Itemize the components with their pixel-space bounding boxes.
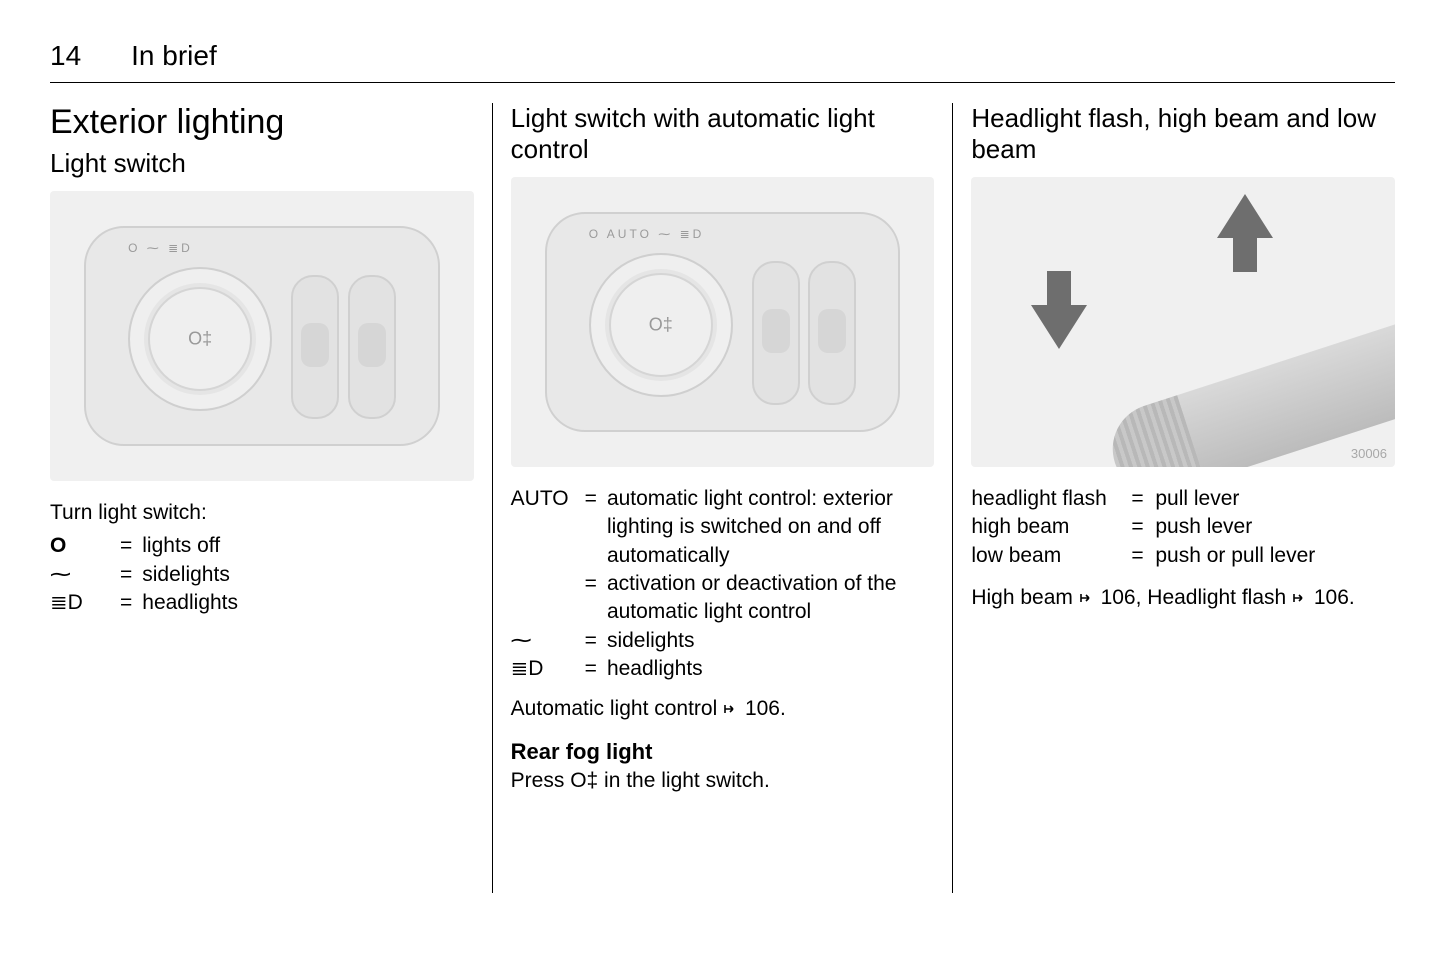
- def-val: headlights: [142, 589, 473, 617]
- lever-table: headlight flash = pull lever high beam =…: [971, 485, 1395, 570]
- columns: Exterior lighting Light switch O ⁓ ≣D O‡…: [50, 103, 1395, 893]
- definition-list: AUTO = automatic light control: exterior…: [511, 485, 935, 683]
- row-val: pull lever: [1155, 485, 1239, 513]
- row-eq: =: [1131, 485, 1155, 513]
- xref-arrow-icon: [1292, 584, 1308, 611]
- def-val: automatic light control: exterior lighti…: [607, 485, 934, 570]
- slider-2-icon: [808, 261, 856, 405]
- figure-lever: 30006: [971, 177, 1395, 467]
- row-eq: =: [1131, 513, 1155, 541]
- down-arrow-icon: [1031, 305, 1087, 349]
- table-row: headlight flash = pull lever: [971, 485, 1395, 513]
- slider-2-icon: [348, 275, 396, 419]
- slider-1-icon: [752, 261, 800, 405]
- def-row: ⁓ = sidelights: [511, 627, 935, 655]
- def-eq: =: [585, 485, 597, 513]
- def-row: ≣D = headlights: [511, 655, 935, 683]
- xref-page: 106.: [739, 697, 786, 720]
- def-row: ≣D = headlights: [50, 589, 474, 617]
- def-val: sidelights: [142, 561, 473, 589]
- light-dial-icon: O‡: [589, 253, 733, 397]
- page-number: 14: [50, 40, 81, 72]
- table-row: high beam = push lever: [971, 513, 1395, 541]
- up-arrow-icon: [1217, 194, 1273, 238]
- lever-tip-icon: [1101, 395, 1205, 467]
- rear-fog-text: Press O‡ in the light switch.: [511, 767, 935, 794]
- row-key: headlight flash: [971, 485, 1131, 513]
- dial-marks: O ⁓ ≣D: [128, 241, 308, 255]
- rear-fog-b: in the light switch.: [598, 769, 770, 792]
- def-row: = activation or deactivation of the auto…: [511, 570, 935, 627]
- rear-fog-a: Press: [511, 769, 571, 792]
- slider-1-icon: [291, 275, 339, 419]
- h2-auto-light: Light switch with automatic light contro…: [511, 103, 935, 165]
- xref-text: Automatic light control: [511, 697, 723, 720]
- column-3: Headlight flash, high beam and low beam …: [952, 103, 1395, 893]
- sidelights-icon: ⁓: [511, 627, 575, 655]
- manual-page: 14 In brief Exterior lighting Light swit…: [0, 0, 1445, 965]
- def-eq: =: [585, 570, 597, 598]
- def-row: AUTO = automatic light control: exterior…: [511, 485, 935, 570]
- h3-rear-fog: Rear fog light: [511, 739, 935, 765]
- dial-center-icon: O‡: [188, 328, 212, 349]
- light-dial-icon: O‡: [128, 267, 272, 411]
- sidelights-icon: ⁓: [50, 561, 110, 589]
- def-val: activation or deactivation of the automa…: [607, 570, 934, 627]
- h2-light-switch: Light switch: [50, 148, 474, 179]
- switch-panel: O ⁓ ≣D O‡: [84, 226, 440, 446]
- def-row: ⁓ = sidelights: [50, 561, 474, 589]
- dial-marks: O AUTO ⁓ ≣D: [589, 227, 769, 241]
- def-val: lights off: [142, 532, 473, 560]
- switch-panel: O AUTO ⁓ ≣D O‡: [545, 212, 901, 432]
- def-val: sidelights: [607, 627, 934, 655]
- intro-text: Turn light switch:: [50, 499, 474, 526]
- def-eq: =: [120, 561, 132, 589]
- def-key: O: [50, 532, 110, 560]
- def-eq: =: [120, 532, 132, 560]
- figure-light-switch: O ⁓ ≣D O‡: [50, 191, 474, 481]
- row-key: high beam: [971, 513, 1131, 541]
- row-val: push lever: [1155, 513, 1252, 541]
- def-eq: =: [585, 655, 597, 683]
- h2-headlight-flash: Headlight flash, high beam and low beam: [971, 103, 1395, 165]
- h1-exterior-lighting: Exterior lighting: [50, 103, 474, 142]
- figure-auto-light-switch: O AUTO ⁓ ≣D O‡: [511, 177, 935, 467]
- table-row: low beam = push or pull lever: [971, 542, 1395, 570]
- xref-page: 106: [1095, 586, 1136, 609]
- headlights-icon: ≣D: [511, 655, 575, 683]
- row-eq: =: [1131, 542, 1155, 570]
- column-1: Exterior lighting Light switch O ⁓ ≣D O‡…: [50, 103, 492, 893]
- xref-page: 106.: [1308, 586, 1355, 609]
- definition-list: O = lights off ⁓ = sidelights ≣D = headl…: [50, 532, 474, 617]
- page-header: 14 In brief: [50, 40, 1395, 83]
- xref-arrow-icon: [723, 695, 739, 722]
- column-2: Light switch with automatic light contro…: [492, 103, 953, 893]
- headlights-icon: ≣D: [50, 589, 110, 617]
- xref-arrow-icon: [1079, 584, 1095, 611]
- figure-number: 30006: [1351, 446, 1387, 461]
- dial-center-icon: O‡: [649, 314, 673, 335]
- xref-high-beam: High beam 106, Headlight flash 106.: [971, 584, 1395, 611]
- row-key: low beam: [971, 542, 1131, 570]
- def-val: headlights: [607, 655, 934, 683]
- xref-a: High beam: [971, 586, 1078, 609]
- row-val: push or pull lever: [1155, 542, 1315, 570]
- def-eq: =: [585, 627, 597, 655]
- xref-auto-light: Automatic light control 106.: [511, 695, 935, 722]
- def-eq: =: [120, 589, 132, 617]
- chapter-title: In brief: [131, 40, 217, 72]
- rear-fog-icon: O‡: [570, 769, 598, 792]
- def-key: AUTO: [511, 485, 575, 513]
- lever-stalk-icon: [1107, 319, 1395, 467]
- def-row: O = lights off: [50, 532, 474, 560]
- xref-sep: , Headlight flash: [1136, 586, 1292, 609]
